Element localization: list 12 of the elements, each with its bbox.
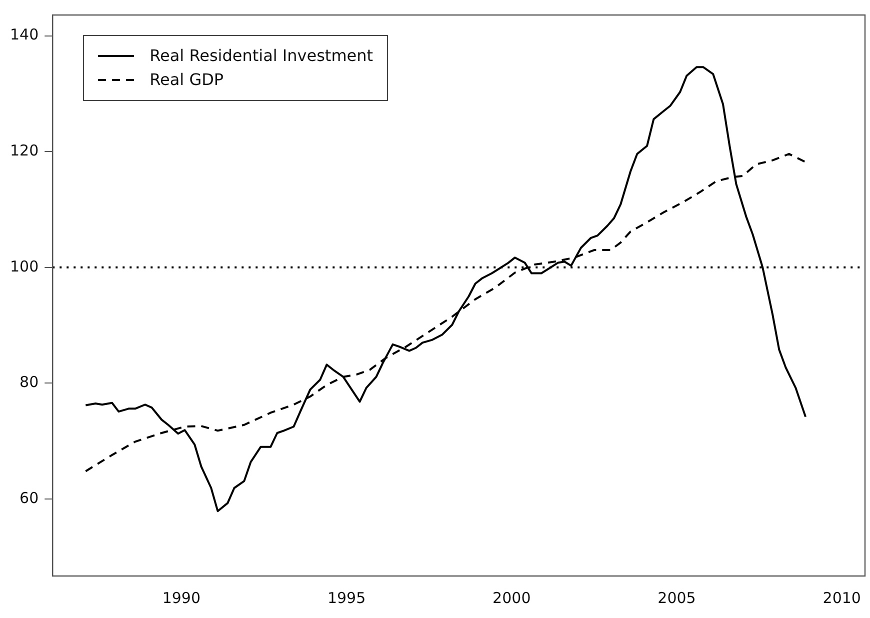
y-tick-label: 120 [10,142,39,160]
x-tick-label: 2000 [492,588,531,607]
x-tick-label: 1995 [327,588,366,607]
y-tick-label: 100 [10,257,39,276]
y-tick-label: 60 [20,488,39,507]
y-tick-label: 140 [10,26,39,44]
x-tick-label: 1990 [162,588,201,607]
x-tick-label: 2010 [822,588,861,607]
y-tick-label: 80 [20,373,39,392]
legend-label: Real Residential Investment [150,45,374,67]
x-tick-label: 2005 [658,588,696,607]
legend-label: Real GDP [150,69,224,91]
